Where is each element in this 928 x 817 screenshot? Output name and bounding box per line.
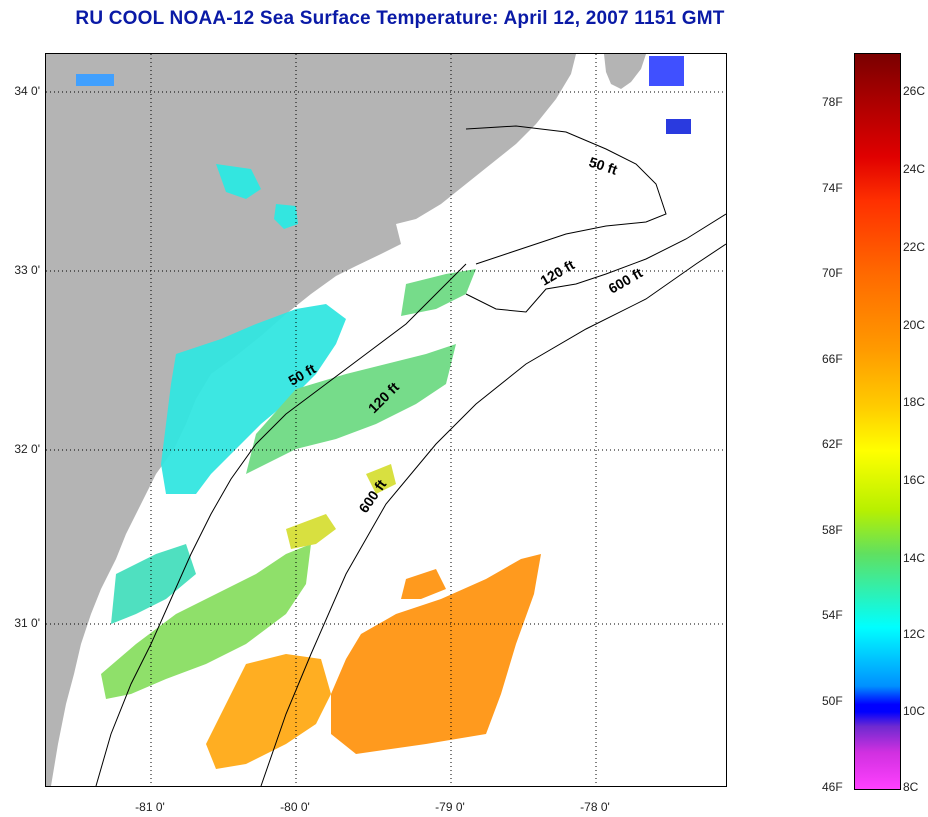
graticule [46, 54, 726, 786]
mid-water-south [101, 544, 311, 699]
colorbar-c-22: 22C [903, 240, 926, 254]
colorbar-c-12: 12C [903, 627, 926, 641]
lat-label-31: 31 0' [14, 616, 40, 630]
colorbar-c-10: 10C [903, 704, 926, 718]
sst-map-canvas: 50 ft 120 ft 600 ft 50 ft 120 ft 600 ft [46, 54, 726, 786]
colorbar-c-20: 20C [903, 318, 926, 332]
cold-patch-nw [76, 74, 114, 86]
mid-water-north [401, 269, 476, 316]
land-area-ne [604, 54, 646, 89]
coastal-green-strip [111, 544, 196, 624]
colorbar-f-54: 54F [822, 608, 843, 622]
cool-water-band [161, 304, 346, 494]
warm-water-west [206, 654, 331, 769]
sst-map[interactable]: 50 ft 120 ft 600 ft 50 ft 120 ft 600 ft [45, 53, 727, 787]
lon-label-80: -80 0' [280, 800, 310, 814]
colorbar-f-50: 50F [822, 694, 843, 708]
warm-water-mid [401, 569, 446, 599]
temperature-colorbar [854, 53, 901, 790]
isobath-120ft [465, 213, 726, 313]
colorbar-f-58: 58F [822, 523, 843, 537]
lat-label-32: 32 0' [14, 442, 40, 456]
colorbar-c-8: 8C [903, 780, 919, 794]
colorbar-f-74: 74F [822, 181, 843, 195]
isobath-50ft-south [95, 263, 467, 786]
lat-label-34: 34 0' [14, 84, 40, 98]
colorbar-c-16: 16C [903, 473, 926, 487]
isobath-600ft [260, 243, 726, 786]
lon-label-79: -79 0' [435, 800, 465, 814]
lat-label-33: 33 0' [14, 263, 40, 277]
cold-patch-ne [649, 56, 684, 86]
colorbar-f-70: 70F [822, 266, 843, 280]
colorbar-c-14: 14C [903, 551, 926, 565]
colorbar-c-18: 18C [903, 395, 926, 409]
isobath-label-120ft-north: 120 ft [538, 256, 578, 288]
yellow-patch [286, 514, 336, 549]
colorbar-f-66: 66F [822, 352, 843, 366]
lon-label-78: -78 0' [580, 800, 610, 814]
isobath-50ft-north [465, 125, 667, 265]
colorbar-f-62: 62F [822, 437, 843, 451]
land-area [46, 54, 576, 786]
lon-label-81: -81 0' [135, 800, 165, 814]
isobath-label-50ft-north: 50 ft [587, 154, 620, 178]
warm-water-main [331, 554, 541, 754]
colorbar-c-24: 24C [903, 162, 926, 176]
cool-water-patch [216, 164, 261, 199]
mid-water-band [246, 344, 456, 474]
colorbar-f-78: 78F [822, 95, 843, 109]
map-title: RU COOL NOAA-12 Sea Surface Temperature:… [75, 8, 725, 29]
yellow-patch-2 [366, 464, 396, 494]
cool-water-blob [274, 204, 298, 229]
isobath-label-600ft-north: 600 ft [606, 264, 646, 296]
colorbar-f-46: 46F [822, 780, 843, 794]
cold-patch-ne-2 [666, 119, 691, 134]
colorbar-c-26: 26C [903, 84, 926, 98]
